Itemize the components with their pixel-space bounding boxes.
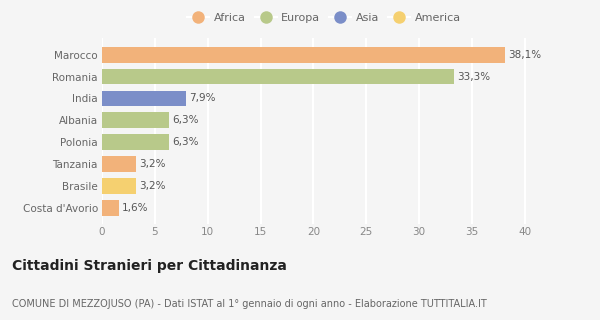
Bar xyxy=(102,47,505,63)
Bar xyxy=(102,156,136,172)
Text: 3,2%: 3,2% xyxy=(139,181,166,191)
Bar xyxy=(102,69,454,84)
Bar xyxy=(102,112,169,128)
Text: 1,6%: 1,6% xyxy=(122,203,149,213)
Bar xyxy=(102,91,185,106)
Legend: Africa, Europa, Asia, America: Africa, Europa, Asia, America xyxy=(185,11,463,25)
Text: COMUNE DI MEZZOJUSO (PA) - Dati ISTAT al 1° gennaio di ogni anno - Elaborazione : COMUNE DI MEZZOJUSO (PA) - Dati ISTAT al… xyxy=(12,299,487,309)
Bar xyxy=(102,178,136,194)
Text: 6,3%: 6,3% xyxy=(172,115,198,125)
Text: Cittadini Stranieri per Cittadinanza: Cittadini Stranieri per Cittadinanza xyxy=(12,260,287,273)
Text: 3,2%: 3,2% xyxy=(139,159,166,169)
Text: 6,3%: 6,3% xyxy=(172,137,198,147)
Text: 38,1%: 38,1% xyxy=(508,50,541,60)
Bar xyxy=(102,200,119,216)
Text: 7,9%: 7,9% xyxy=(188,93,215,103)
Text: 33,3%: 33,3% xyxy=(457,72,490,82)
Bar xyxy=(102,134,169,150)
